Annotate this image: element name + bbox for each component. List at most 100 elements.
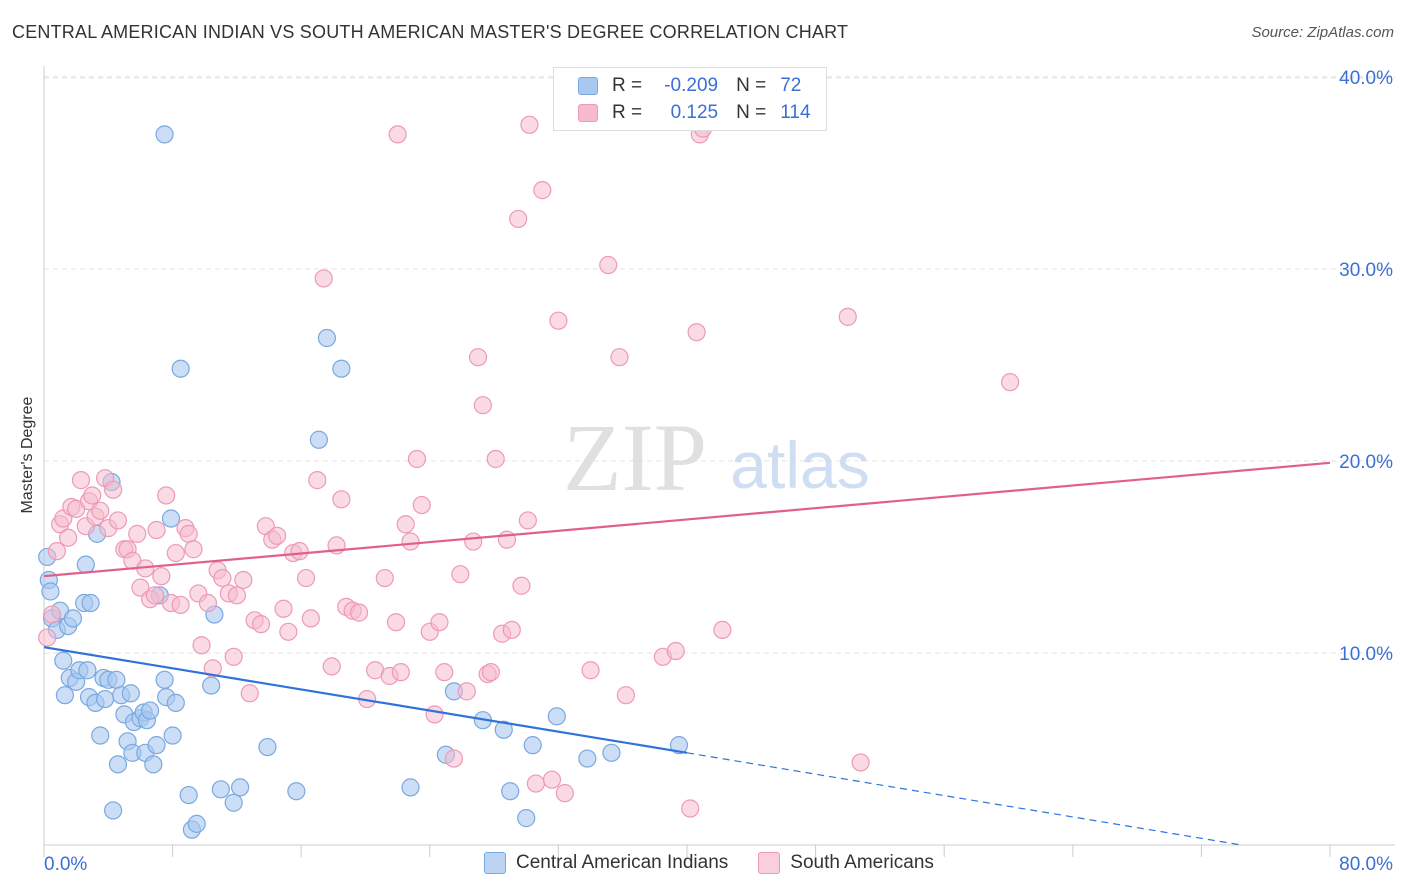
data-point-south-americans xyxy=(91,501,110,520)
legend-series-name: South Americans xyxy=(790,852,934,873)
data-point-central-american-indians xyxy=(547,707,566,726)
data-point-south-americans xyxy=(314,269,333,288)
data-point-south-americans xyxy=(687,323,706,342)
data-point-south-americans xyxy=(386,613,406,632)
y-tick-label: 40.0% xyxy=(1339,68,1393,89)
data-point-south-americans xyxy=(83,486,102,505)
data-point-south-americans xyxy=(509,209,528,229)
data-point-south-americans xyxy=(227,586,246,605)
data-point-south-americans xyxy=(713,620,732,640)
data-point-central-american-indians xyxy=(104,801,123,820)
data-point-central-american-indians xyxy=(108,755,128,774)
data-point-south-americans xyxy=(473,396,492,415)
legend-swatch-blue xyxy=(578,77,598,95)
data-point-south-americans xyxy=(520,115,539,134)
data-point-south-americans xyxy=(47,542,66,561)
watermark-atlas: atlas xyxy=(730,428,869,502)
data-point-central-american-indians xyxy=(231,778,250,797)
data-point-south-americans xyxy=(213,568,232,588)
legend-row-pink: R = 0.125 N = 114 xyxy=(578,101,811,125)
data-point-central-american-indians xyxy=(317,328,337,348)
legend-swatch-pink xyxy=(758,852,781,874)
data-point-south-americans xyxy=(152,567,171,586)
data-point-south-americans xyxy=(104,480,123,499)
data-point-south-americans xyxy=(296,568,316,588)
data-point-south-americans xyxy=(171,595,190,615)
data-point-south-americans xyxy=(555,784,574,803)
data-point-central-american-indians xyxy=(54,651,73,670)
data-point-south-americans xyxy=(430,613,449,632)
data-point-south-americans xyxy=(851,753,870,772)
data-point-south-americans xyxy=(549,311,568,330)
data-point-south-americans xyxy=(838,307,857,326)
data-point-south-americans xyxy=(251,615,271,634)
data-point-central-american-indians xyxy=(517,809,536,828)
legend-r-label: R = xyxy=(612,75,643,96)
data-point-central-american-indians xyxy=(258,737,277,757)
data-point-central-american-indians xyxy=(211,780,230,799)
watermark-zip: ZIP xyxy=(563,404,707,511)
data-point-central-american-indians xyxy=(81,593,100,613)
data-point-south-americans xyxy=(234,570,253,590)
legend-series-name: Central American Indians xyxy=(516,852,729,873)
data-point-south-americans xyxy=(308,471,327,490)
y-tick-label: 20.0% xyxy=(1339,452,1393,473)
legend-swatch-pink xyxy=(578,104,598,122)
chart-title: CENTRAL AMERICAN INDIAN VS SOUTH AMERICA… xyxy=(12,22,849,42)
series-south-americans xyxy=(38,115,1020,818)
data-point-central-american-indians xyxy=(494,720,513,739)
data-point-south-americans xyxy=(267,526,287,545)
legend-r-value: -0.209 xyxy=(664,75,719,96)
data-point-south-americans xyxy=(157,486,176,505)
data-point-central-american-indians xyxy=(401,778,420,797)
data-point-central-american-indians xyxy=(76,555,95,574)
trend-line-south-americans xyxy=(43,461,1331,578)
data-point-central-american-indians xyxy=(78,661,97,680)
data-point-central-american-indians xyxy=(166,693,185,712)
data-point-central-american-indians xyxy=(187,814,206,833)
data-point-south-americans xyxy=(128,524,147,543)
data-point-south-americans xyxy=(425,705,444,724)
data-point-south-americans xyxy=(681,799,700,818)
data-point-central-american-indians xyxy=(202,676,221,695)
data-point-south-americans xyxy=(457,682,476,701)
data-point-south-americans xyxy=(512,576,531,595)
legend-row-blue: R = -0.209 N = 72 xyxy=(578,74,801,98)
legend-swatch-blue xyxy=(484,852,506,874)
data-point-south-americans xyxy=(1001,373,1020,392)
data-point-central-american-indians xyxy=(91,726,110,745)
tick-labels: 10.0% 20.0% 30.0% 40.0% 0.0% 80.0% xyxy=(44,68,1393,875)
data-point-south-americans xyxy=(108,511,128,530)
legend: R = -0.209 N = 72 R = 0.125 N = 114 xyxy=(553,67,827,131)
data-point-south-americans xyxy=(451,565,470,584)
data-point-central-american-indians xyxy=(224,793,243,812)
data-point-central-american-indians xyxy=(332,359,351,378)
data-point-south-americans xyxy=(518,511,537,530)
data-point-south-americans xyxy=(166,543,185,563)
data-point-south-americans xyxy=(147,520,166,540)
trend-line-central-american-indians xyxy=(43,646,688,754)
data-point-south-americans xyxy=(59,528,78,547)
data-point-south-americans xyxy=(224,647,243,666)
data-point-central-american-indians xyxy=(155,670,174,689)
legend-r-value: 0.125 xyxy=(670,102,719,123)
data-point-central-american-indians xyxy=(602,743,621,762)
data-point-south-americans xyxy=(412,495,431,515)
series-central-american-indians xyxy=(38,125,689,839)
data-point-south-americans xyxy=(145,586,165,605)
data-point-central-american-indians xyxy=(523,736,542,755)
data-point-central-american-indians xyxy=(121,684,140,703)
data-point-central-american-indians xyxy=(309,430,328,449)
data-point-central-american-indians xyxy=(147,736,166,755)
legend-n-value: 114 xyxy=(780,102,811,123)
data-point-central-american-indians xyxy=(578,749,597,768)
data-point-south-americans xyxy=(468,348,488,367)
data-point-central-american-indians xyxy=(55,686,74,705)
data-point-south-americans xyxy=(435,663,454,682)
data-point-central-american-indians xyxy=(163,726,182,745)
data-point-south-americans xyxy=(502,620,521,640)
data-point-south-americans xyxy=(301,609,320,628)
data-point-south-americans xyxy=(464,532,483,551)
data-point-south-americans xyxy=(71,471,91,490)
